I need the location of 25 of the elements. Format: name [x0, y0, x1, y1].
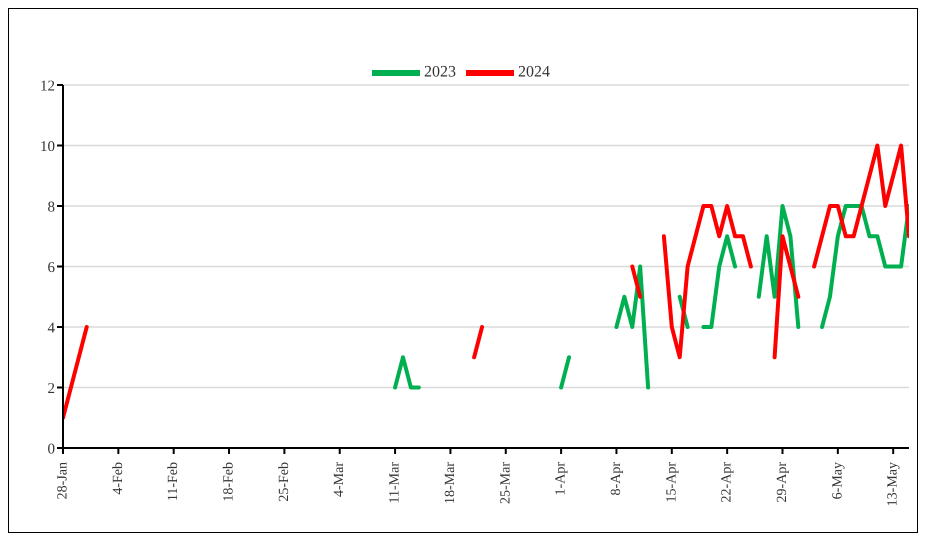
x-tick-label: 15-Apr: [664, 462, 680, 502]
x-tick-label: 4-Feb: [110, 462, 126, 495]
y-tick-label: 0: [48, 441, 55, 458]
x-tick-label: 18-Mar: [442, 462, 458, 504]
x-tick-label: 25-Mar: [498, 462, 514, 504]
legend-label: 2023: [424, 64, 456, 81]
x-tick-label: 25-Feb: [276, 462, 292, 502]
x-tick-label: 13-May: [886, 462, 901, 506]
y-tick-label: 4: [48, 320, 56, 336]
y-tick-label: 2: [48, 380, 55, 397]
y-tick-label: 8: [48, 199, 55, 216]
y-tick-label: 6: [48, 260, 56, 276]
x-tick-label: 28-Jan: [56, 462, 70, 500]
y-tick-label: 10: [40, 138, 55, 155]
legend-label: 2024: [518, 64, 550, 81]
x-tick-label: 8-Apr: [608, 462, 624, 496]
x-tick-label: 18-Feb: [222, 462, 237, 502]
x-tick-label: 29-Apr: [774, 462, 790, 502]
y-tick-label: 12: [40, 78, 55, 94]
x-tick-label: 11-Mar: [388, 462, 403, 504]
x-tick-label: 22-Apr: [720, 462, 735, 502]
x-tick-label: 6-May: [830, 462, 846, 500]
x-tick-label: 1-Apr: [554, 462, 569, 496]
x-tick-label: 11-Feb: [166, 462, 182, 502]
x-tick-label: 4-Mar: [332, 462, 348, 497]
